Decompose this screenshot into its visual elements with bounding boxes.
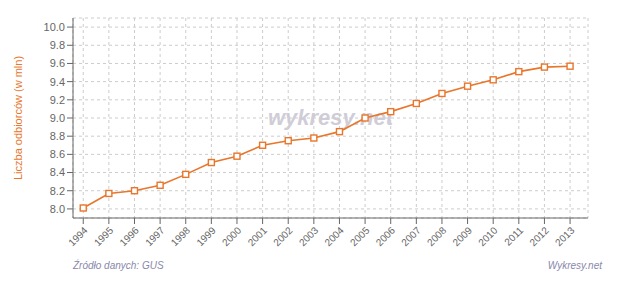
svg-text:2006: 2006	[374, 224, 398, 248]
svg-text:8.8: 8.8	[50, 130, 65, 142]
html-text:Źródło danych: GUS: Źródło danych: GUS	[73, 260, 164, 271]
svg-text:1994: 1994	[66, 224, 90, 248]
svg-text:Liczba odbiorców (w mln): Liczba odbiorców (w mln)	[12, 56, 24, 180]
svg-text:2007: 2007	[399, 224, 423, 248]
svg-text:2012: 2012	[527, 224, 551, 248]
svg-text:2008: 2008	[425, 224, 449, 248]
svg-text:8.4: 8.4	[50, 166, 65, 178]
svg-text:2003: 2003	[297, 224, 321, 248]
svg-text:2009: 2009	[451, 224, 475, 248]
svg-text:9.8: 9.8	[50, 39, 65, 51]
svg-text:10.0: 10.0	[44, 21, 65, 33]
svg-text:9.6: 9.6	[50, 57, 65, 69]
svg-text:2010: 2010	[476, 224, 500, 248]
svg-text:9.4: 9.4	[50, 76, 65, 88]
svg-text:2011: 2011	[502, 224, 525, 247]
svg-text:8.0: 8.0	[50, 203, 65, 215]
svg-text:1996: 1996	[117, 224, 141, 248]
svg-text:9.0: 9.0	[50, 112, 65, 124]
svg-text:1997: 1997	[143, 224, 167, 248]
svg-text:8.2: 8.2	[50, 185, 65, 197]
svg-text:1998: 1998	[169, 224, 193, 248]
svg-text:1995: 1995	[92, 224, 116, 248]
svg-text:2001: 2001	[246, 224, 270, 248]
html-text:Wykresy.net: Wykresy.net	[547, 260, 602, 271]
svg-text:2004: 2004	[322, 224, 346, 248]
svg-text:9.2: 9.2	[50, 94, 65, 106]
svg-text:2000: 2000	[220, 224, 244, 248]
svg-text:2013: 2013	[553, 224, 577, 248]
svg-text:8.6: 8.6	[50, 148, 65, 160]
html-text:wykresy.net: wykresy.net	[267, 105, 394, 130]
svg-text:2005: 2005	[348, 224, 372, 248]
svg-text:2002: 2002	[271, 224, 295, 248]
svg-text:1999: 1999	[194, 224, 218, 248]
